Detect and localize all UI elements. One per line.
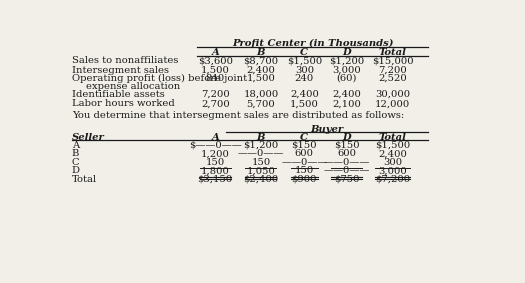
- Text: 30,000: 30,000: [375, 90, 410, 99]
- Text: $900: $900: [291, 175, 317, 184]
- Text: Total: Total: [379, 132, 406, 142]
- Text: $1,500: $1,500: [375, 141, 411, 150]
- Text: 150: 150: [295, 166, 314, 175]
- Text: Profit Center (in Thousands): Profit Center (in Thousands): [232, 39, 394, 48]
- Text: 1,500: 1,500: [201, 66, 229, 74]
- Text: 2,400: 2,400: [378, 149, 407, 158]
- Text: 1,800: 1,800: [201, 166, 229, 175]
- Text: C: C: [72, 158, 79, 167]
- Text: 3,000: 3,000: [379, 166, 407, 175]
- Text: $——0——: $——0——: [189, 141, 242, 150]
- Text: C: C: [300, 132, 308, 142]
- Text: Intersegment sales: Intersegment sales: [72, 66, 169, 74]
- Text: 2,520: 2,520: [379, 74, 407, 83]
- Text: $150: $150: [334, 141, 360, 150]
- Text: $2,400: $2,400: [243, 175, 279, 184]
- Text: 150: 150: [251, 158, 270, 167]
- Text: Seller: Seller: [72, 132, 104, 142]
- Text: D: D: [343, 132, 351, 142]
- Text: D: D: [343, 48, 351, 57]
- Text: 18,000: 18,000: [243, 90, 279, 99]
- Text: 5,700: 5,700: [247, 99, 275, 108]
- Text: 300: 300: [295, 66, 314, 74]
- Text: 1,500: 1,500: [247, 74, 275, 83]
- Text: ——0——: ——0——: [281, 158, 328, 167]
- Text: B: B: [257, 132, 265, 142]
- Text: 1,050: 1,050: [247, 166, 275, 175]
- Text: B: B: [257, 48, 265, 57]
- Text: 2,400: 2,400: [290, 90, 319, 99]
- Text: ——0——: ——0——: [324, 166, 370, 175]
- Text: Sales to nonaffiliates: Sales to nonaffiliates: [72, 56, 178, 65]
- Text: 2,400: 2,400: [247, 66, 275, 74]
- Text: $1,200: $1,200: [329, 56, 364, 65]
- Text: Operating profit (loss) before joint: Operating profit (loss) before joint: [72, 74, 247, 83]
- Text: 1,500: 1,500: [290, 99, 319, 108]
- Text: $3,600: $3,600: [198, 56, 233, 65]
- Text: ——0——: ——0——: [324, 158, 370, 167]
- Text: 600: 600: [295, 149, 314, 158]
- Text: 2,400: 2,400: [332, 90, 361, 99]
- Text: 2,100: 2,100: [332, 99, 361, 108]
- Text: B: B: [72, 149, 79, 158]
- Text: Total: Total: [72, 175, 97, 184]
- Text: Labor hours worked: Labor hours worked: [72, 99, 175, 108]
- Text: A: A: [212, 132, 219, 142]
- Text: ——0——: ——0——: [238, 149, 284, 158]
- Text: 150: 150: [206, 158, 225, 167]
- Text: $750: $750: [334, 175, 360, 184]
- Text: $1,500: $1,500: [287, 56, 322, 65]
- Text: 7,200: 7,200: [379, 66, 407, 74]
- Text: $1,200: $1,200: [243, 141, 279, 150]
- Text: D: D: [72, 166, 80, 175]
- Text: C: C: [300, 48, 308, 57]
- Text: (60): (60): [337, 74, 357, 83]
- Text: $150: $150: [291, 141, 317, 150]
- Text: Identifiable assets: Identifiable assets: [72, 90, 164, 99]
- Text: 12,000: 12,000: [375, 99, 411, 108]
- Text: $8,700: $8,700: [244, 56, 278, 65]
- Text: $7,200: $7,200: [375, 175, 410, 184]
- Text: 1,200: 1,200: [201, 149, 229, 158]
- Text: You determine that intersegment sales are distributed as follows:: You determine that intersegment sales ar…: [72, 111, 404, 120]
- Text: 7,200: 7,200: [201, 90, 229, 99]
- Text: A: A: [212, 48, 219, 57]
- Text: 840: 840: [206, 74, 225, 83]
- Text: 300: 300: [383, 158, 402, 167]
- Text: A: A: [72, 141, 79, 150]
- Text: 600: 600: [338, 149, 356, 158]
- Text: 2,700: 2,700: [201, 99, 229, 108]
- Text: Buyer: Buyer: [311, 125, 344, 134]
- Text: $3,150: $3,150: [197, 175, 233, 184]
- Text: 240: 240: [295, 74, 314, 83]
- Text: expense allocation: expense allocation: [86, 82, 180, 91]
- Text: Total: Total: [379, 48, 406, 57]
- Text: $15,000: $15,000: [372, 56, 414, 65]
- Text: 3,000: 3,000: [332, 66, 361, 74]
